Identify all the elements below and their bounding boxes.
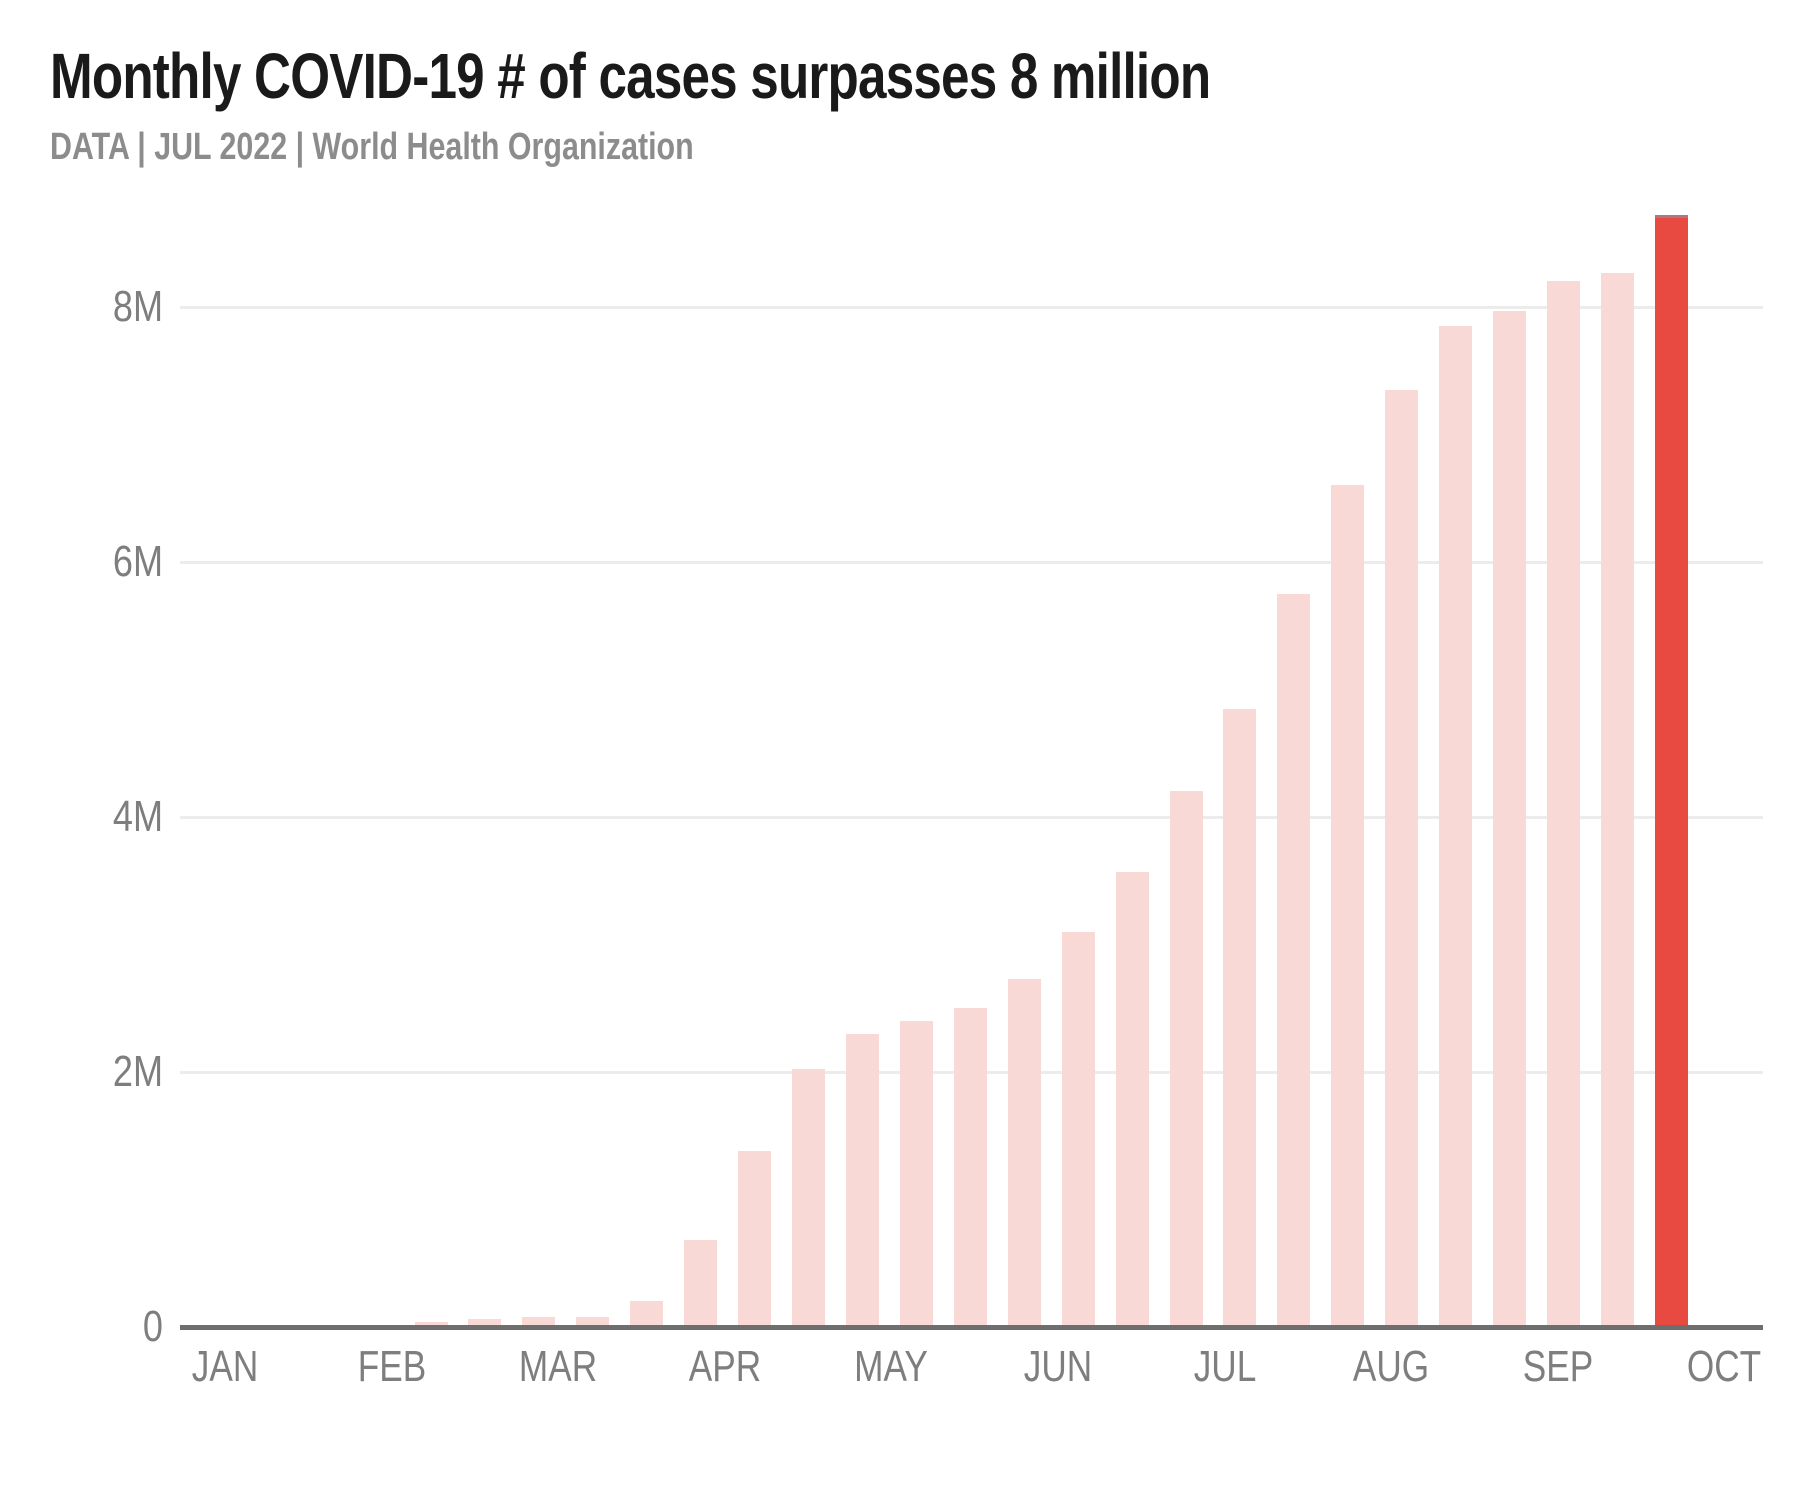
x-axis-tick-label-jun: JUN xyxy=(1023,1342,1093,1391)
gridline-4M xyxy=(180,816,1763,819)
highlighted-bar-cap xyxy=(1655,215,1688,218)
bar xyxy=(415,1322,448,1327)
bar xyxy=(1277,594,1310,1327)
x-axis-tick-label-jan: JAN xyxy=(191,1342,259,1391)
bar xyxy=(522,1317,555,1327)
x-axis-tick-label-aug: AUG xyxy=(1352,1342,1430,1391)
highlighted-bar-oct xyxy=(1655,215,1688,1327)
x-axis-line xyxy=(180,1325,1763,1330)
bar xyxy=(846,1034,879,1327)
bar xyxy=(1385,390,1418,1327)
bar xyxy=(954,1008,987,1327)
bar xyxy=(1601,273,1634,1327)
y-axis-tick-label: 4M xyxy=(112,792,163,841)
bar xyxy=(1331,485,1364,1327)
bar xyxy=(1062,932,1095,1327)
bar xyxy=(1547,281,1580,1327)
bar xyxy=(468,1319,501,1327)
bar xyxy=(1439,326,1472,1327)
chart-subtitle: DATA | JUL 2022 | World Health Organizat… xyxy=(50,126,694,168)
x-axis-tick-label-may: MAY xyxy=(854,1342,928,1391)
x-axis-tick-label-feb: FEB xyxy=(357,1342,427,1391)
gridline-8M xyxy=(180,306,1763,309)
bar xyxy=(738,1151,771,1327)
bar xyxy=(684,1240,717,1327)
bar xyxy=(630,1301,663,1327)
bar xyxy=(576,1317,609,1327)
bar xyxy=(1008,979,1041,1327)
x-axis-tick-label-oct: OCT xyxy=(1686,1342,1762,1391)
x-axis-tick-label-jul: JUL xyxy=(1193,1342,1257,1391)
x-axis-tick-label-apr: APR xyxy=(688,1342,762,1391)
y-axis-tick-label: 0 xyxy=(142,1302,163,1351)
bar xyxy=(1116,872,1149,1327)
bar xyxy=(1170,791,1203,1327)
y-axis-tick-label: 6M xyxy=(112,537,163,586)
y-axis-tick-label: 2M xyxy=(112,1047,163,1096)
chart-title: Monthly COVID-19 # of cases surpasses 8 … xyxy=(50,40,1211,112)
bar xyxy=(1223,709,1256,1327)
x-axis-tick-label-mar: MAR xyxy=(518,1342,598,1391)
bar xyxy=(1493,311,1526,1327)
bar xyxy=(792,1069,825,1327)
y-axis-tick-label: 8M xyxy=(112,282,163,331)
x-axis-tick-label-sep: SEP xyxy=(1522,1342,1594,1391)
gridline-6M xyxy=(180,561,1763,564)
bar xyxy=(900,1021,933,1327)
